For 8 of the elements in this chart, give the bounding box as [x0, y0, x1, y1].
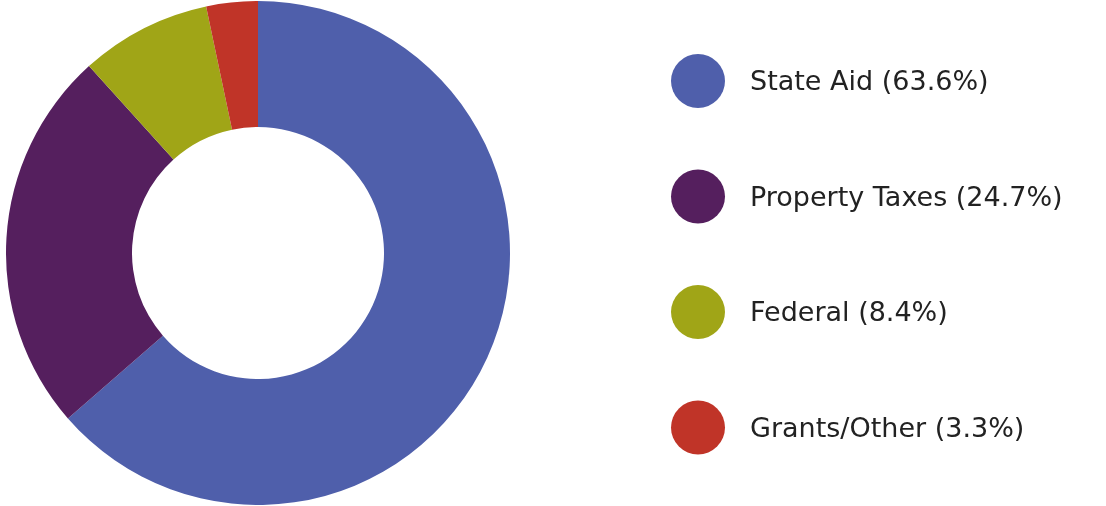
donut-slice [67, 1, 510, 505]
legend-label: State Aid (63.6%) [750, 65, 989, 97]
donut-slice [6, 66, 174, 419]
donut-slice [88, 6, 233, 160]
donut-slice [206, 1, 258, 130]
legend-label: Grants/Other (3.3%) [750, 411, 1025, 443]
legend-label: Federal (8.4%) [750, 296, 948, 328]
legend-label: Property Taxes (24.7%) [750, 180, 1063, 212]
